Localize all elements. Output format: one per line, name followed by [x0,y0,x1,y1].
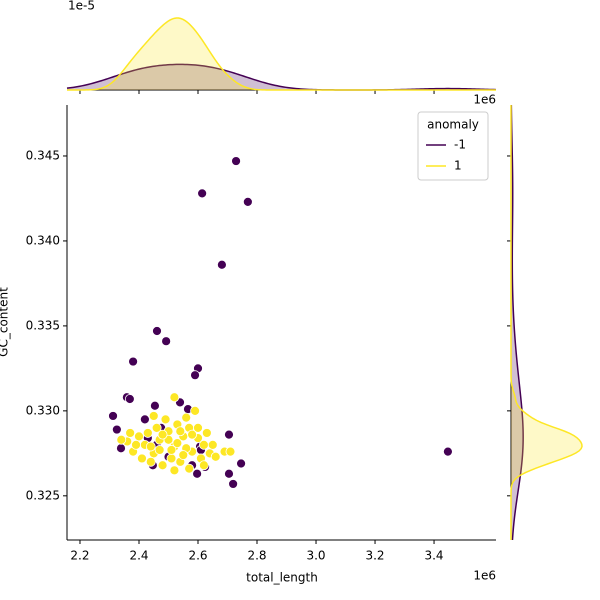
x-tick-label: 2.4 [129,549,148,563]
x-tick-label: 2.8 [247,549,266,563]
point [201,428,212,438]
point [181,412,192,423]
point [150,400,160,411]
point [134,431,144,442]
point [148,411,159,421]
point [154,445,165,455]
x-tick-label: 3.0 [306,549,325,563]
x-tick-label: 3.2 [365,549,384,563]
point [199,460,209,471]
point [125,428,136,438]
point [224,429,234,440]
point [443,446,453,457]
point [116,434,127,445]
point [207,439,218,450]
legend-box [417,111,489,181]
point [145,456,156,467]
y-tick-label: 0.325 [26,488,60,502]
point [231,156,241,166]
point [139,414,150,425]
point [124,394,135,404]
point [224,468,234,479]
point [145,441,156,452]
kde-line [66,63,497,91]
kde-fill [511,105,524,540]
y-tick-label: 0.345 [26,148,60,162]
point [166,445,177,455]
point [197,188,208,199]
y-axis-label: GC_content [0,287,11,357]
x-offset: 1e6 [473,569,496,583]
point [169,392,180,403]
point [128,356,138,367]
point [190,370,200,381]
point [225,446,236,457]
point [228,479,239,489]
y-tick-label: 0.330 [26,403,60,417]
kde-line [510,105,583,540]
point [152,326,162,336]
point [142,428,153,438]
x-tick-label: 2.2 [70,549,89,563]
point [160,414,171,425]
point [193,422,203,433]
point [210,451,221,462]
point [108,411,118,421]
point [175,426,186,437]
kde-fill [67,18,496,90]
point [184,463,195,474]
kde-line [510,104,524,541]
x-tick-label: 2.6 [188,549,207,563]
point [242,196,253,207]
y-tick-label: 0.335 [26,318,60,332]
kde-line [66,17,496,91]
marginal-y-offset: 1e6 [473,93,496,107]
point [236,458,246,469]
point [151,422,162,433]
point [137,453,147,464]
point [111,424,122,435]
point [172,438,183,449]
marginal-x-offset: 1e-5 [68,0,95,13]
x-tick-label: 3.4 [424,549,443,563]
kde-fill [67,64,496,90]
legend-label: 1 [454,159,462,173]
point [217,259,227,270]
point [190,405,200,416]
point [199,439,209,450]
point [157,460,168,471]
point [192,468,203,479]
point [157,429,168,440]
point [131,439,141,450]
legend-label: -1 [454,138,466,152]
point [169,465,180,476]
legend-title: anomaly [427,118,479,132]
x-axis-label: total_length [246,571,318,585]
y-tick-label: 0.340 [26,233,60,247]
point [161,336,172,347]
point [187,429,198,440]
point [178,450,189,460]
point [166,453,177,464]
